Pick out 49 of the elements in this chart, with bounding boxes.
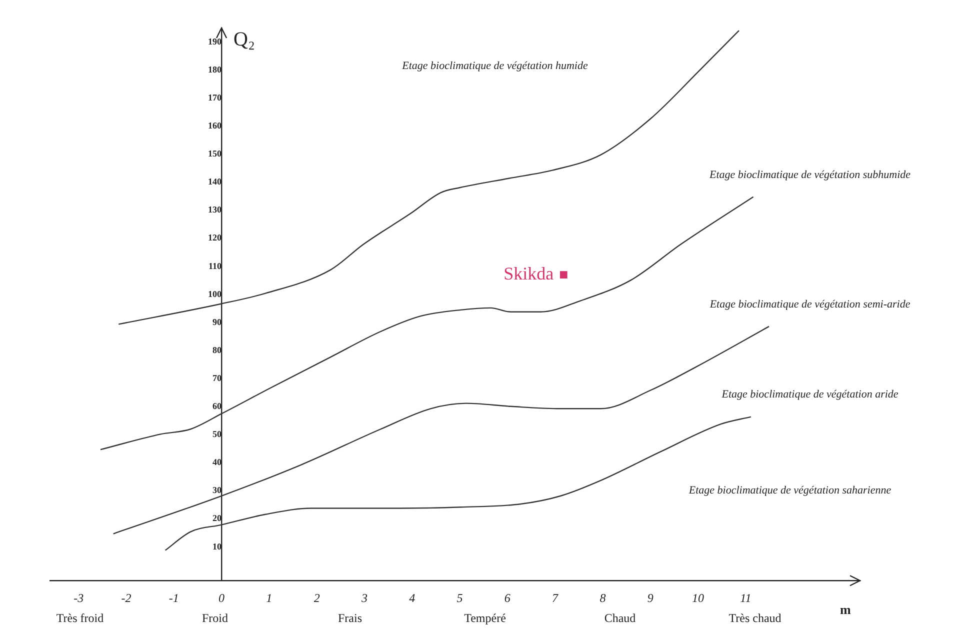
- y-tick-label: 110: [208, 260, 222, 271]
- x-tick-label: 1: [266, 590, 272, 605]
- y-axis-title: Q₂: [234, 28, 255, 50]
- y-tick-label: 90: [212, 316, 222, 327]
- y-tick-label: 30: [212, 485, 222, 496]
- annotation: Etage bioclimatique de végétation subhumide: [708, 168, 911, 181]
- x-tick-label: 0: [218, 590, 225, 605]
- y-tick-label: 20: [212, 513, 222, 524]
- x-tick-label: 6: [504, 590, 510, 605]
- annotation: Etage bioclimatique de végétation semi-aride: [708, 298, 910, 310]
- x-tick-label: 11: [740, 590, 752, 605]
- y-tick-label: 150: [208, 148, 222, 159]
- text: Très chaud: [728, 610, 782, 625]
- x-tick-label: 2: [314, 590, 320, 605]
- y-tick-label: 180: [208, 64, 222, 74]
- x-tick-label: 4: [409, 590, 416, 605]
- y-tick-label: 120: [208, 232, 222, 243]
- y-tick-label: 80: [212, 344, 222, 355]
- y-tick-label: 160: [208, 120, 222, 131]
- text: Très froid: [56, 610, 104, 625]
- y-tick-label: 100: [208, 288, 222, 299]
- annotation: Etage bioclimatique de végétation humide: [401, 60, 588, 72]
- y-tick-label: 170: [208, 92, 222, 102]
- x-tick-label: -1: [168, 590, 179, 605]
- x-tick-label: 8: [600, 590, 606, 605]
- x-tick-label: -2: [121, 590, 132, 605]
- text: Tempéré: [464, 610, 506, 625]
- x-tick-label: 5: [456, 590, 463, 605]
- y-tick-label: 60: [212, 401, 222, 412]
- y-tick-label: 50: [212, 429, 222, 440]
- y-tick-label: 40: [212, 457, 222, 468]
- x-tick-label: 3: [360, 590, 368, 605]
- text: Chaud: [604, 610, 636, 625]
- y-tick-label: 130: [208, 204, 222, 215]
- annotation: Etage bioclimatique de végétation saharienne: [688, 484, 892, 497]
- text: Frais: [338, 610, 362, 625]
- x-tick-label: -3: [74, 590, 84, 605]
- series-label: Skikda: [504, 264, 554, 284]
- y-tick-label: 70: [212, 372, 222, 383]
- annotation: Etage bioclimatique de végétation aride: [720, 388, 898, 401]
- line-series: [118, 30, 740, 325]
- x-tick-label: 7: [552, 590, 560, 605]
- y-tick-label: 10: [212, 541, 222, 552]
- y-tick-label: 190: [208, 36, 222, 46]
- x-tick-label: 10: [692, 590, 704, 605]
- x-tick-label: 9: [647, 590, 654, 605]
- text: Froid: [202, 610, 228, 625]
- y-tick-label: 140: [208, 176, 222, 187]
- x-axis-title: m: [840, 602, 851, 617]
